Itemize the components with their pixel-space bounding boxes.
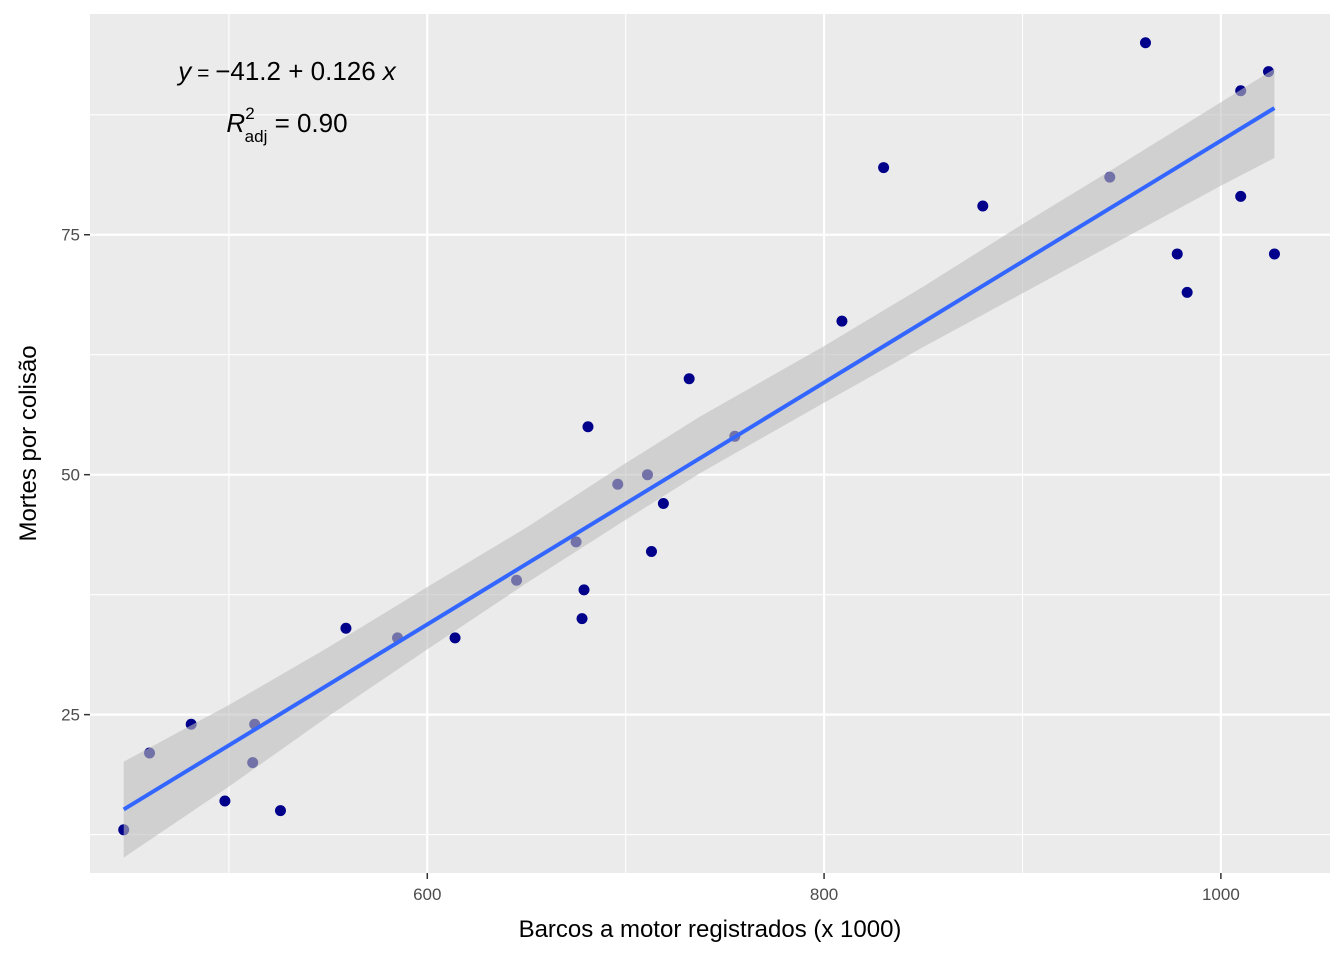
eq-x-symbol: x [381,56,397,86]
data-point [578,584,590,596]
eq-y-symbol: y [176,56,193,86]
data-point [1235,190,1247,202]
data-point [1268,248,1280,260]
data-point [1139,37,1151,49]
regression-equation: y = −41.2 + 0.126 x [176,56,396,86]
minor-gridlines [90,14,1330,873]
r-squared-annotation: R2 adj = 0.90 [226,104,347,146]
eq-plus: + [281,56,311,86]
axis-ticks [84,233,1222,879]
data-point [836,315,848,327]
confidence-band [123,68,1275,858]
data-point [645,545,657,557]
data-point [1171,248,1183,260]
x-tick-label: 800 [810,885,838,904]
eq-minus: − [215,56,230,86]
data-point [576,613,588,625]
data-point [977,200,989,212]
data-point [1181,286,1193,298]
data-point [274,805,286,817]
data-point [683,373,695,385]
y-tick-label: 25 [61,706,80,725]
r2-symbol: R [226,108,245,138]
r2-subscript: adj [245,127,268,146]
r2-value: = 0.90 [267,108,347,138]
eq-slope: 0.126 [311,56,376,86]
data-point [878,162,890,174]
y-tick-label: 75 [61,226,80,245]
y-axis-title: Mortes por colisão [15,345,42,541]
y-tick-label: 50 [61,466,80,485]
eq-intercept: 41.2 [230,56,281,86]
data-point [340,622,352,634]
r2-superscript: 2 [245,104,254,123]
data-point [657,497,669,509]
data-point [582,421,594,433]
x-tick-label: 600 [413,885,441,904]
x-axis-title: Barcos a motor registrados (x 1000) [519,916,902,943]
x-tick-label: 1000 [1202,885,1240,904]
eq-equals: = [191,62,215,85]
regression-line [122,106,1276,812]
data-point [449,632,461,644]
tick-labels: 600 800 1000 25 50 75 [61,226,1240,904]
data-point [219,795,231,807]
